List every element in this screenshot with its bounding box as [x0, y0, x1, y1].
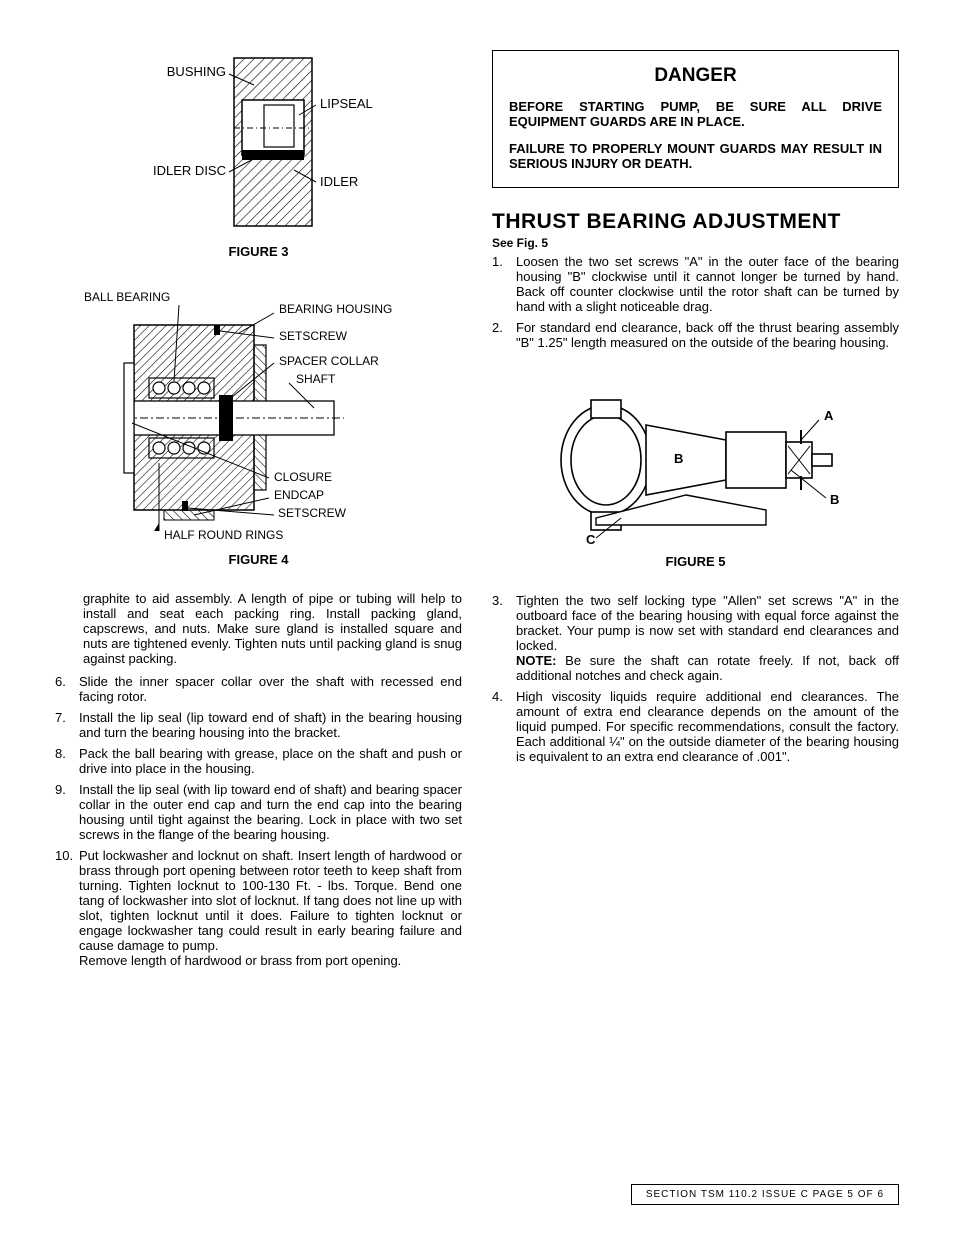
thrust-step-3: 3. Tighten the two self locking type "Al… [492, 593, 899, 683]
label-lipseal: LIPSEAL [320, 96, 373, 111]
see-fig-5: See Fig. 5 [492, 236, 899, 250]
label-ball-bearing: BALL BEARING [84, 290, 170, 304]
figure-4-svg: BALL BEARING BEARING HOUSING SETSCREW SP… [64, 283, 454, 543]
continued-paragraph: graphite to aid assembly. A length of pi… [83, 591, 462, 666]
note-label: NOTE: [516, 653, 556, 668]
step-8: 8. Pack the ball bearing with grease, pl… [55, 746, 462, 776]
danger-p2: FAILURE TO PROPERLY MOUNT GUARDS MAY RES… [509, 141, 882, 171]
annot-c: C [586, 532, 596, 545]
step-6: 6. Slide the inner spacer collar over th… [55, 674, 462, 704]
thrust-step-1: 1. Loosen the two set screws "A" in the … [492, 254, 899, 314]
footer-text: SECTION TSM 110.2 ISSUE C PAGE 5 OF 6 [646, 1189, 884, 1200]
figure-5-caption: FIGURE 5 [492, 554, 899, 569]
step-10: 10. Put lockwasher and locknut on shaft.… [55, 848, 462, 968]
figure-5: B A B C FIGURE 5 [492, 370, 899, 569]
step-9: 9. Install the lip seal (with lip toward… [55, 782, 462, 842]
figure-3: BUSHING LIPSEAL IDLER DISC IDLER FIGURE … [55, 50, 462, 259]
annot-a: A [824, 408, 834, 423]
thrust-steps-12: 1. Loosen the two set screws "A" in the … [492, 254, 899, 350]
danger-p1: BEFORE STARTING PUMP, BE SURE ALL DRIVE … [509, 99, 882, 129]
thrust-heading: THRUST BEARING ADJUSTMENT [492, 210, 899, 234]
label-bushing: BUSHING [166, 64, 225, 79]
thrust-step-2: 2. For standard end clearance, back off … [492, 320, 899, 350]
label-idler-disc: IDLER DISC [153, 163, 226, 178]
note-text: Be sure the shaft can rotate freely. If … [516, 653, 899, 683]
page-footer: SECTION TSM 110.2 ISSUE C PAGE 5 OF 6 [631, 1184, 899, 1205]
right-column: DANGER BEFORE STARTING PUMP, BE SURE ALL… [492, 50, 899, 974]
label-half-round-rings: HALF ROUND RINGS [164, 528, 283, 542]
figure-4: BALL BEARING BEARING HOUSING SETSCREW SP… [55, 283, 462, 567]
label-setscrew-bot: SETSCREW [278, 506, 347, 520]
page: BUSHING LIPSEAL IDLER DISC IDLER FIGURE … [0, 0, 954, 1014]
figure-3-svg: BUSHING LIPSEAL IDLER DISC IDLER [104, 50, 414, 235]
figure-5-svg: B A B C [536, 370, 856, 545]
danger-box: DANGER BEFORE STARTING PUMP, BE SURE ALL… [492, 50, 899, 188]
figure-3-caption: FIGURE 3 [55, 244, 462, 259]
danger-title: DANGER [509, 65, 882, 87]
step-7: 7. Install the lip seal (lip toward end … [55, 710, 462, 740]
label-setscrew-top: SETSCREW [279, 329, 348, 343]
left-steps-list: 6. Slide the inner spacer collar over th… [55, 674, 462, 968]
left-column: BUSHING LIPSEAL IDLER DISC IDLER FIGURE … [55, 50, 462, 974]
thrust-step-4: 4. High viscosity liquids require additi… [492, 689, 899, 764]
label-shaft: SHAFT [296, 372, 336, 386]
label-bearing-housing: BEARING HOUSING [279, 302, 392, 316]
annot-b: B [830, 492, 839, 507]
label-spacer-collar: SPACER COLLAR [279, 354, 379, 368]
label-idler: IDLER [320, 174, 358, 189]
annot-b-inner: B [674, 451, 683, 466]
label-closure: CLOSURE [274, 470, 332, 484]
label-endcap: ENDCAP [274, 488, 324, 502]
figure-4-caption: FIGURE 4 [55, 552, 462, 567]
thrust-steps-34: 3. Tighten the two self locking type "Al… [492, 593, 899, 764]
